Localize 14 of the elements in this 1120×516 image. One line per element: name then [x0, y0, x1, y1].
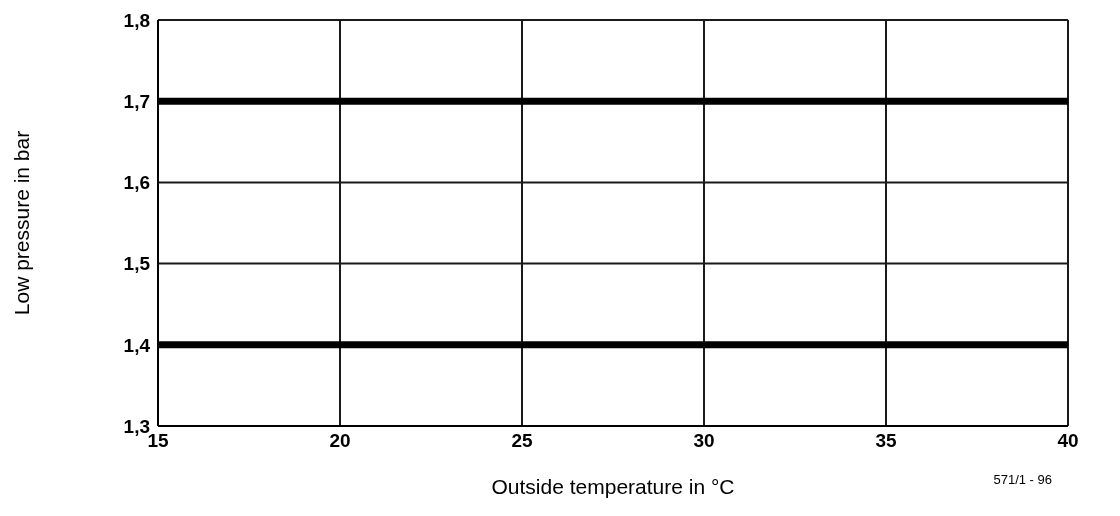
y-tick-label: 1,5	[123, 253, 151, 275]
y-tick-label: 1,3	[123, 415, 150, 437]
y-tick-label: 1,6	[123, 172, 150, 194]
x-axis-title: Outside temperature in °C	[491, 475, 735, 498]
y-tick-label: 1,7	[123, 90, 150, 112]
x-tick-label: 25	[511, 430, 533, 452]
y-tick-label: 1,8	[123, 9, 150, 31]
x-tick-label: 20	[329, 430, 351, 452]
y-axis-title: Low pressure in bar	[10, 130, 34, 316]
x-tick-label: 30	[693, 430, 715, 452]
y-tick-label: 1,4	[123, 334, 151, 356]
x-tick-label: 40	[1057, 430, 1079, 452]
x-tick-label: 35	[875, 430, 897, 452]
text: 571/1 - 96	[993, 472, 1052, 487]
